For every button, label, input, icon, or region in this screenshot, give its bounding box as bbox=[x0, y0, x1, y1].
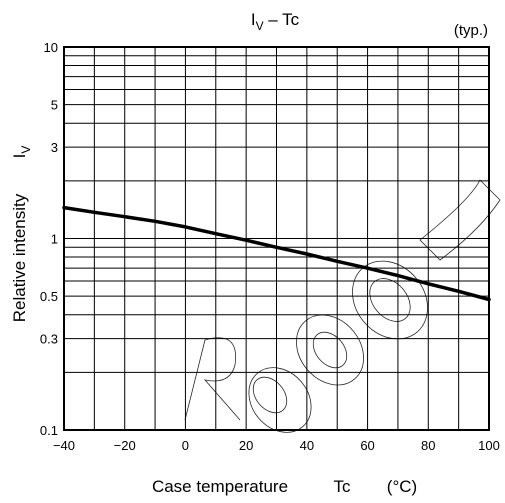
typical-note: (typ.) bbox=[454, 22, 488, 39]
plot-frame bbox=[63, 46, 490, 431]
series-line bbox=[62, 205, 491, 302]
x-tick-label: 80 bbox=[421, 438, 435, 453]
x-axis-symbol: Tc bbox=[334, 477, 352, 496]
y-tick-label: 0.5 bbox=[40, 289, 58, 304]
x-tick-label: 40 bbox=[300, 438, 314, 453]
y-tick-label: 3 bbox=[51, 140, 58, 155]
watermark bbox=[184, 179, 501, 433]
y-axis-symbol: IV bbox=[10, 146, 33, 159]
y-tick-label: 5 bbox=[51, 98, 58, 113]
x-tick-label: 100 bbox=[478, 438, 500, 453]
x-axis-label: Case temperature bbox=[152, 477, 288, 496]
y-tick-label: 10 bbox=[44, 40, 58, 55]
x-tick-label: 60 bbox=[360, 438, 374, 453]
y-tick-label: 1 bbox=[51, 232, 58, 247]
x-tick-label: −20 bbox=[114, 438, 136, 453]
x-tick-label: 0 bbox=[182, 438, 189, 453]
chart-title: IV – Tc bbox=[251, 10, 300, 33]
x-tick-label: −40 bbox=[53, 438, 75, 453]
grid bbox=[63, 46, 490, 431]
y-tick-label: 0.3 bbox=[40, 332, 58, 347]
y-tick-label: 0.1 bbox=[40, 423, 58, 438]
x-tick-label: 20 bbox=[239, 438, 253, 453]
x-axis-unit: (°C) bbox=[387, 477, 417, 496]
x-tick-labels: −40 −20 0 20 40 60 80 100 bbox=[53, 438, 500, 453]
y-axis-label: Relative intensity bbox=[10, 193, 29, 322]
y-tick-labels: 0.1 0.3 0.5 1 3 5 10 bbox=[40, 40, 58, 438]
